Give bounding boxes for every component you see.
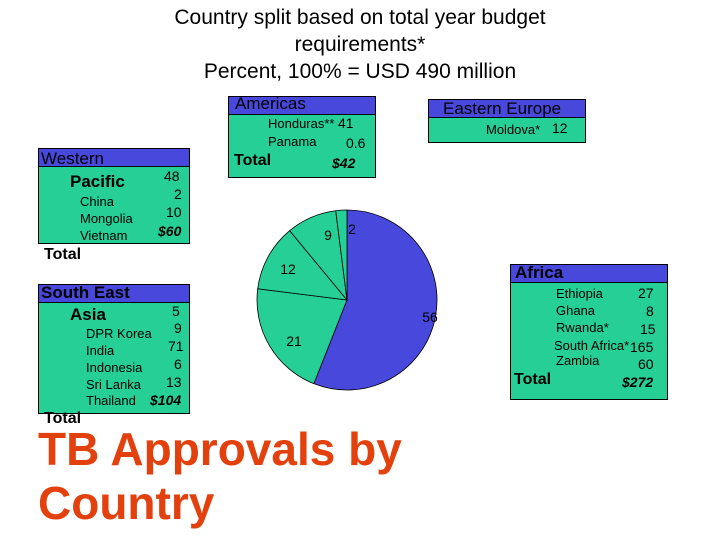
- eastern-europe-item-label: Moldova*: [486, 122, 541, 137]
- pie-slice-label: 21: [286, 333, 302, 349]
- africa-box: [510, 264, 668, 400]
- pie-slice-label: 9: [324, 227, 332, 243]
- pie-slice: [257, 230, 348, 301]
- banner-title: TB Approvals by Country: [38, 422, 402, 530]
- south-east-asia-item-label: DPR Korea: [86, 326, 152, 341]
- africa-item-value: 165: [630, 339, 654, 355]
- africa-item-label: Ghana: [556, 303, 596, 318]
- pie-slice: [256, 288, 348, 385]
- africa-item-label: Zambia: [556, 353, 600, 368]
- americas-item-label: Honduras**: [268, 116, 335, 131]
- pie-slice-label: 2: [348, 221, 356, 237]
- africa-total-label: Total: [514, 371, 552, 388]
- pie-slice-label: 12: [280, 261, 296, 277]
- western-pacific-item-value: $60: [158, 223, 182, 239]
- south-east-asia-item-value: $104: [150, 392, 182, 408]
- africa-header: Africa: [510, 263, 668, 283]
- africa-item-value: 8: [646, 303, 654, 319]
- chart-title: Country split based on total year budget…: [0, 4, 720, 85]
- south-east-asia-item-value: 9: [174, 320, 182, 336]
- africa-total-value: $272: [622, 374, 654, 390]
- banner-line-1: TB Approvals by: [38, 423, 402, 475]
- eastern-europe-title: Eastern Europe: [443, 99, 562, 118]
- south-east-asia-top-value: 5: [172, 303, 180, 319]
- americas-item-value: 41: [338, 115, 354, 131]
- eastern-europe-header: Eastern Europe: [428, 99, 586, 118]
- title-line-2: requirements*: [294, 33, 426, 56]
- americas-total-value: $42: [332, 155, 356, 171]
- western-pacific-total-label: Total: [44, 246, 82, 263]
- title-line-1: Country split based on total year budget: [174, 6, 546, 29]
- western-pacific-item-label: Mongolia: [80, 211, 133, 226]
- western-pacific-item-value: 2: [174, 186, 182, 202]
- africa-item-value: 15: [640, 321, 656, 337]
- south-east-asia-total-label: Total: [44, 410, 82, 427]
- americas-item-label: Panama: [268, 134, 317, 149]
- south-east-asia-header: South East: [38, 283, 190, 303]
- south-east-asia-item-label: India: [86, 343, 115, 358]
- africa-item-value: 60: [638, 356, 654, 372]
- south-east-asia-item-label: Sri Lanka: [86, 377, 141, 392]
- pie-slice: [313, 209, 438, 391]
- title-line-3: Percent, 100% = USD 490 million: [203, 60, 517, 83]
- south-east-asia-item-value: 13: [166, 374, 182, 390]
- south-east-asia-title-line2: Asia: [70, 305, 106, 324]
- africa-item-label: South Africa*: [554, 338, 630, 353]
- americas-header: Americas: [228, 94, 376, 115]
- americas-total-label: Total: [234, 152, 272, 169]
- africa-item-label: Ethiopia: [556, 286, 603, 301]
- western-pacific-title-line2: Pacific: [70, 172, 125, 191]
- south-east-asia-item-label: Thailand: [86, 393, 136, 408]
- banner-line-2: Country: [38, 477, 215, 529]
- pie-slice: [335, 209, 348, 301]
- africa-item-value: 27: [638, 285, 654, 301]
- americas-title: Americas: [235, 94, 306, 113]
- pie-slice-label: 56: [422, 309, 438, 325]
- africa-item-label: Rwanda*: [556, 320, 609, 335]
- western-pacific-item-value: 10: [166, 204, 182, 220]
- south-east-asia-box: [38, 284, 190, 414]
- western-pacific-header: Western: [38, 148, 190, 168]
- south-east-asia-title-line1: South East: [41, 283, 130, 302]
- eastern-europe-item-value: 12: [552, 120, 568, 136]
- western-pacific-top-value: 48: [164, 168, 180, 184]
- south-east-asia-item-value: 71: [168, 338, 184, 354]
- western-pacific-item-label: Vietnam: [80, 228, 128, 243]
- south-east-asia-item-label: Indonesia: [86, 360, 143, 375]
- americas-item-value: 0.6: [346, 135, 366, 151]
- africa-title: Africa: [515, 263, 564, 282]
- western-pacific-title-line1: Western: [41, 149, 104, 168]
- south-east-asia-item-value: 6: [174, 356, 182, 372]
- western-pacific-item-label: China: [80, 194, 114, 209]
